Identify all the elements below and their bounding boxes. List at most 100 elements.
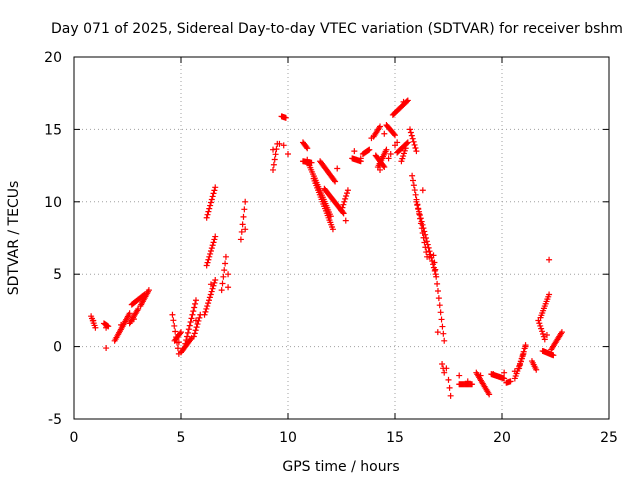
data-point xyxy=(203,305,210,312)
data-point xyxy=(511,368,518,375)
data-point xyxy=(192,297,199,304)
data-point xyxy=(242,198,249,205)
data-point xyxy=(423,238,430,245)
data-point xyxy=(387,151,394,158)
data-point xyxy=(203,214,210,221)
data-point xyxy=(406,126,413,133)
data-point xyxy=(332,178,339,185)
data-point xyxy=(130,316,137,323)
data-point xyxy=(403,140,410,147)
data-point xyxy=(145,287,152,294)
data-point xyxy=(341,198,348,205)
data-point xyxy=(183,337,190,344)
data-point xyxy=(210,190,217,197)
data-point xyxy=(344,190,351,197)
data-point xyxy=(410,177,417,184)
data-point xyxy=(182,340,189,347)
data-point xyxy=(435,295,442,302)
data-point xyxy=(445,376,452,383)
data-point xyxy=(222,253,229,260)
data-point xyxy=(184,333,191,340)
x-tick-label: 15 xyxy=(386,430,404,446)
data-point xyxy=(536,320,543,327)
data-point xyxy=(383,146,390,153)
data-point xyxy=(276,140,283,147)
data-point xyxy=(404,97,411,104)
data-point xyxy=(419,221,426,228)
data-point xyxy=(192,300,199,307)
data-point xyxy=(90,317,97,324)
data-point xyxy=(342,217,349,224)
y-tick-label: 0 xyxy=(53,340,62,356)
data-point xyxy=(331,177,338,184)
data-point xyxy=(366,146,373,153)
data-point xyxy=(410,138,417,145)
axis-ticks: 0 5 10 15 20 25 -5 0 5 10 15 20 xyxy=(44,50,618,446)
data-point xyxy=(412,191,419,198)
data-point xyxy=(416,208,423,215)
data-point xyxy=(304,156,311,163)
data-point xyxy=(443,365,450,372)
data-point xyxy=(203,262,210,269)
data-point xyxy=(423,235,430,241)
data-point xyxy=(425,244,432,251)
data-point xyxy=(377,166,384,173)
data-point xyxy=(196,314,203,321)
data-point xyxy=(205,256,212,263)
data-point xyxy=(225,271,232,278)
data-point xyxy=(272,151,279,158)
data-point xyxy=(456,372,463,379)
data-point xyxy=(537,322,544,329)
data-point xyxy=(189,311,196,318)
data-point xyxy=(408,132,415,139)
data-point xyxy=(208,245,215,252)
data-point xyxy=(546,256,553,263)
data-point xyxy=(415,205,422,212)
data-point xyxy=(184,329,191,336)
data-point xyxy=(207,202,214,209)
data-point xyxy=(209,193,216,200)
data-point xyxy=(220,273,227,280)
data-point xyxy=(208,196,215,203)
data-point xyxy=(438,316,445,323)
data-point xyxy=(546,291,553,298)
data-point xyxy=(420,225,427,232)
data-point xyxy=(401,147,408,154)
plot-frame xyxy=(73,56,610,420)
data-point xyxy=(501,375,508,382)
y-tick-label: 20 xyxy=(44,50,62,66)
data-point xyxy=(439,323,446,330)
data-series xyxy=(88,97,565,399)
data-point xyxy=(207,250,214,257)
data-point xyxy=(242,226,249,233)
data-point xyxy=(204,259,211,266)
data-point xyxy=(193,324,200,331)
data-point xyxy=(207,248,214,255)
data-point xyxy=(368,135,375,142)
data-point xyxy=(440,330,447,337)
data-point xyxy=(206,294,213,301)
data-point xyxy=(539,330,546,337)
x-tick-label: 20 xyxy=(493,430,511,446)
data-point xyxy=(172,328,179,335)
data-point xyxy=(419,187,426,194)
data-point xyxy=(414,202,421,209)
data-point xyxy=(399,155,406,162)
data-point xyxy=(550,352,557,359)
data-point xyxy=(208,288,215,295)
data-point xyxy=(351,148,358,155)
data-point xyxy=(237,236,244,243)
data-point xyxy=(211,236,218,243)
data-point xyxy=(171,322,178,329)
data-point xyxy=(222,260,229,267)
data-point xyxy=(191,304,198,311)
data-point xyxy=(539,328,546,335)
data-point xyxy=(520,348,527,355)
data-point xyxy=(446,384,453,391)
data-point xyxy=(541,336,548,343)
x-axis-label: GPS time / hours xyxy=(282,459,399,475)
data-point xyxy=(464,378,471,385)
data-point xyxy=(430,252,437,259)
data-point xyxy=(174,345,181,352)
